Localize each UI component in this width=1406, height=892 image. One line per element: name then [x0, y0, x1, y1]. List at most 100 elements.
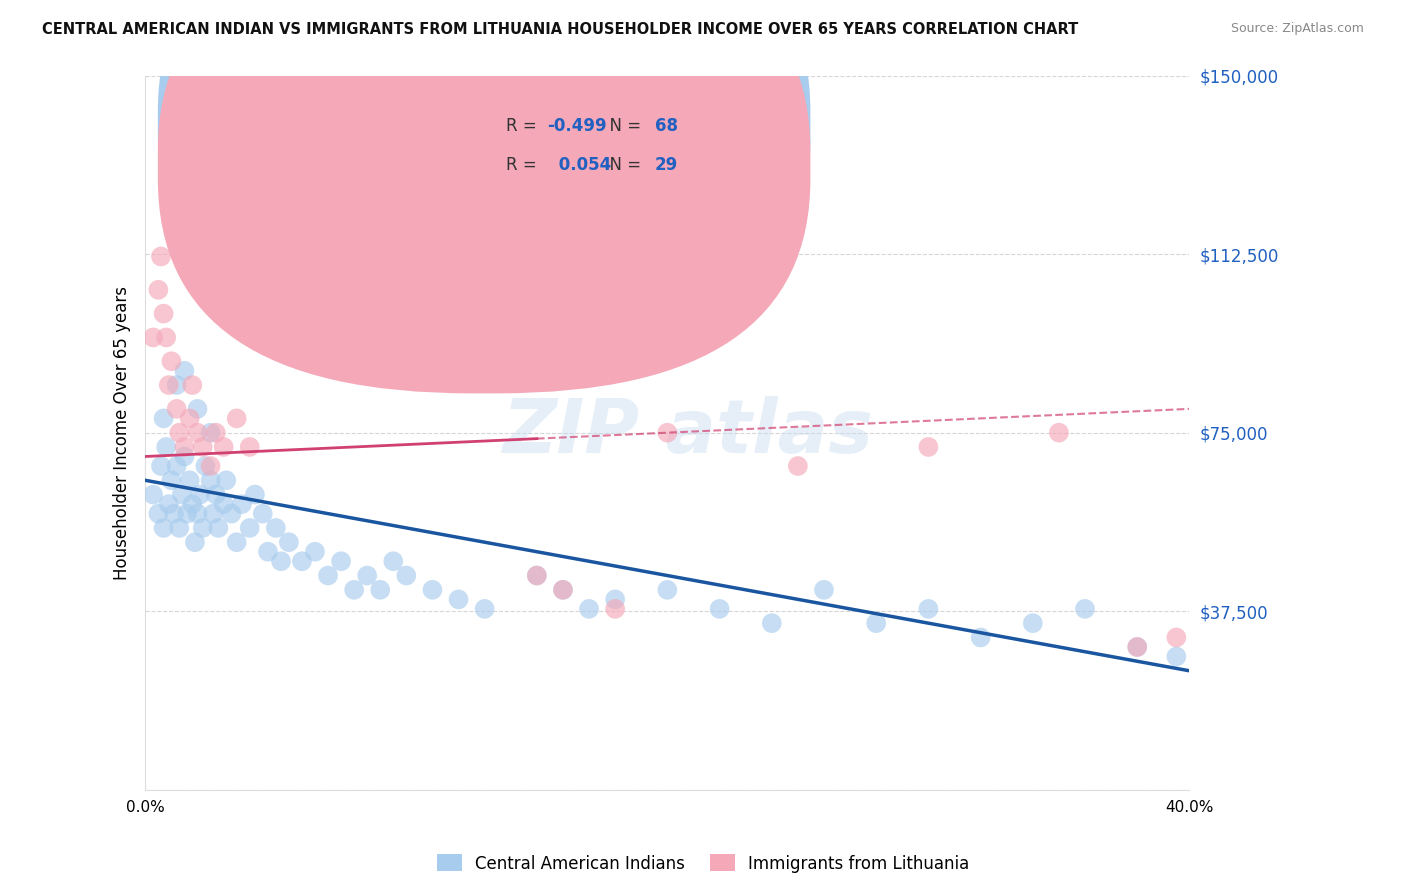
- Point: [200, 458, 222, 473]
- Point: [316, 568, 339, 582]
- Point: [186, 401, 208, 416]
- Point: [239, 521, 262, 535]
- Point: [149, 458, 172, 473]
- Point: [163, 507, 186, 521]
- Point: [167, 425, 190, 440]
- Point: [257, 545, 280, 559]
- Point: [179, 473, 201, 487]
- Point: [368, 582, 391, 597]
- Point: [551, 582, 574, 597]
- Point: [474, 602, 496, 616]
- Point: [605, 602, 627, 616]
- Point: [157, 497, 180, 511]
- Point: [212, 497, 235, 511]
- Point: [304, 545, 326, 559]
- Point: [1074, 602, 1097, 616]
- Point: [188, 487, 211, 501]
- Text: ZIP atlas: ZIP atlas: [503, 396, 873, 469]
- Legend: Central American Indians, Immigrants from Lithuania: Central American Indians, Immigrants fro…: [430, 847, 976, 880]
- Point: [330, 554, 353, 568]
- FancyBboxPatch shape: [453, 101, 724, 194]
- Point: [1126, 640, 1149, 654]
- Point: [786, 458, 808, 473]
- Point: [225, 411, 247, 425]
- Point: [264, 521, 287, 535]
- Text: 0.054: 0.054: [553, 156, 610, 174]
- Text: Source: ZipAtlas.com: Source: ZipAtlas.com: [1230, 22, 1364, 36]
- Point: [204, 425, 226, 440]
- Text: N =: N =: [599, 117, 647, 135]
- Point: [184, 535, 207, 549]
- Point: [142, 487, 165, 501]
- Point: [551, 582, 574, 597]
- Point: [1166, 649, 1188, 664]
- Point: [148, 507, 170, 521]
- Point: [148, 283, 170, 297]
- Point: [166, 378, 188, 392]
- Point: [176, 507, 198, 521]
- Point: [173, 440, 195, 454]
- Point: [173, 450, 195, 464]
- Point: [1022, 616, 1045, 631]
- Point: [447, 592, 470, 607]
- Point: [264, 307, 287, 321]
- Point: [152, 307, 174, 321]
- Point: [152, 411, 174, 425]
- Point: [657, 425, 679, 440]
- Point: [709, 602, 731, 616]
- Point: [202, 507, 225, 521]
- Point: [231, 497, 253, 511]
- Point: [578, 602, 600, 616]
- Text: N =: N =: [599, 156, 647, 174]
- Point: [243, 487, 266, 501]
- Point: [200, 425, 222, 440]
- Point: [212, 440, 235, 454]
- Point: [191, 440, 214, 454]
- Text: 68: 68: [655, 117, 678, 135]
- Point: [1166, 631, 1188, 645]
- Point: [526, 568, 548, 582]
- Point: [142, 330, 165, 344]
- Point: [186, 507, 208, 521]
- Point: [761, 616, 783, 631]
- Point: [1126, 640, 1149, 654]
- Point: [207, 521, 229, 535]
- Text: 29: 29: [655, 156, 678, 174]
- Point: [215, 473, 238, 487]
- Point: [382, 554, 405, 568]
- Point: [166, 401, 188, 416]
- Point: [166, 458, 188, 473]
- Point: [239, 440, 262, 454]
- Text: -0.499: -0.499: [547, 117, 607, 135]
- Text: R =: R =: [506, 117, 541, 135]
- Point: [181, 497, 204, 511]
- Point: [657, 582, 679, 597]
- Point: [221, 507, 243, 521]
- Point: [1047, 425, 1070, 440]
- Point: [194, 458, 217, 473]
- Point: [181, 378, 204, 392]
- Point: [605, 592, 627, 607]
- Point: [149, 250, 172, 264]
- Point: [291, 554, 314, 568]
- Point: [155, 330, 177, 344]
- Point: [969, 631, 991, 645]
- Point: [160, 354, 183, 368]
- Point: [917, 602, 939, 616]
- Point: [422, 582, 444, 597]
- FancyBboxPatch shape: [157, 0, 810, 393]
- Point: [813, 582, 835, 597]
- Point: [179, 411, 201, 425]
- Point: [252, 507, 274, 521]
- Point: [167, 521, 190, 535]
- Point: [526, 568, 548, 582]
- Point: [186, 425, 208, 440]
- Point: [152, 521, 174, 535]
- Point: [395, 568, 418, 582]
- Point: [277, 535, 299, 549]
- Point: [270, 554, 292, 568]
- Point: [155, 440, 177, 454]
- Point: [191, 521, 214, 535]
- Text: R =: R =: [506, 156, 541, 174]
- Point: [356, 568, 378, 582]
